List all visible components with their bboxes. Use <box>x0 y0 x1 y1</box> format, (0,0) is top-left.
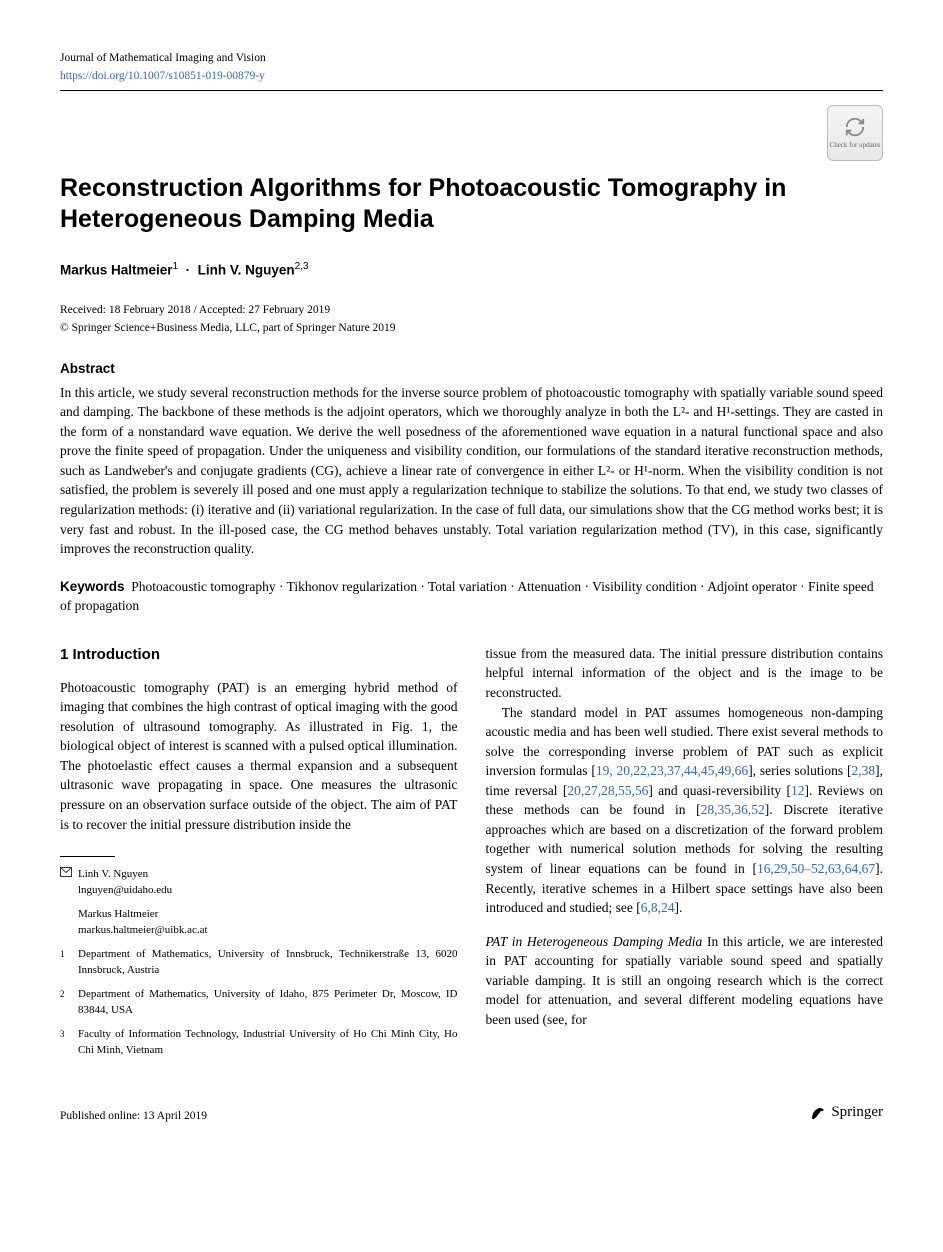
check-updates-badge[interactable]: Check for updates <box>827 105 883 161</box>
p3-inline-heading: PAT in Heterogeneous Damping Media <box>486 934 703 949</box>
author-1: Markus Haltmeier <box>60 262 173 277</box>
corresponding-author-2: Markus Haltmeier markus.haltmeier@uibk.a… <box>60 907 458 939</box>
ref-group-1[interactable]: 19, 20,22,23,37,44,45,49,66 <box>596 763 748 778</box>
author-2: Linh V. Nguyen <box>198 262 295 277</box>
body-columns: 1 Introduction Photoacoustic tomography … <box>60 644 883 1067</box>
page-footer: Published online: 13 April 2019 Springer <box>60 1102 883 1124</box>
publisher-name: Springer <box>831 1102 883 1124</box>
corr-email-2: markus.haltmeier@uibk.ac.at <box>78 923 208 939</box>
aff-num-2: 2 <box>60 987 78 1001</box>
intro-p2a: tissue from the measured data. The initi… <box>486 644 884 703</box>
aff-num-3: 3 <box>60 1027 78 1041</box>
badge-label: Check for updates <box>830 140 881 150</box>
springer-horse-icon <box>809 1104 827 1122</box>
header-divider <box>60 90 883 91</box>
corr-name-1: Linh V. Nguyen <box>78 867 172 883</box>
affiliation-3: 3 Faculty of Information Technology, Ind… <box>60 1027 458 1059</box>
p2b-m3: ] and quasi-reversibility [ <box>648 783 791 798</box>
intro-p1: Photoacoustic tomography (PAT) is an eme… <box>60 678 458 835</box>
keywords-text: Photoacoustic tomography · Tikhonov regu… <box>60 579 874 614</box>
correspondence-block: Linh V. Nguyen lnguyen@uidaho.edu Markus… <box>60 867 458 1058</box>
badge-row: Check for updates <box>60 105 883 161</box>
article-dates: Received: 18 February 2018 / Accepted: 2… <box>60 302 883 319</box>
left-column: 1 Introduction Photoacoustic tomography … <box>60 644 458 1067</box>
abstract-text: In this article, we study several recons… <box>60 383 883 559</box>
ref-group-5[interactable]: 28,35,36,52 <box>701 802 765 817</box>
aff-text-3: Faculty of Information Technology, Indus… <box>78 1027 458 1059</box>
envelope-icon <box>60 867 78 883</box>
author-1-aff: 1 <box>173 261 179 272</box>
author-2-aff: 2,3 <box>295 261 309 272</box>
author-list: Markus Haltmeier1 · Linh V. Nguyen2,3 <box>60 260 883 280</box>
correspondence-divider <box>60 856 115 857</box>
ref-group-2[interactable]: 2,38 <box>852 763 876 778</box>
aff-text-1: Department of Mathematics, University of… <box>78 947 458 979</box>
right-column: tissue from the measured data. The initi… <box>486 644 884 1067</box>
refresh-icon <box>844 116 866 138</box>
article-title: Reconstruction Algorithms for Photoacous… <box>60 173 883 236</box>
corresponding-author-1: Linh V. Nguyen lnguyen@uidaho.edu <box>60 867 458 899</box>
affiliation-2: 2 Department of Mathematics, University … <box>60 987 458 1019</box>
ref-group-6[interactable]: 16,29,50–52,63,64,67 <box>757 861 875 876</box>
corr-name-2: Markus Haltmeier <box>78 907 208 923</box>
journal-header: Journal of Mathematical Imaging and Visi… <box>60 50 883 84</box>
publisher-logo: Springer <box>809 1102 883 1124</box>
journal-name: Journal of Mathematical Imaging and Visi… <box>60 50 883 66</box>
p2b-end: ]. <box>674 900 682 915</box>
abstract-heading: Abstract <box>60 359 883 379</box>
p2b-m1: ], series solutions [ <box>748 763 851 778</box>
ref-group-4[interactable]: 12 <box>791 783 805 798</box>
keywords-label: Keywords <box>60 579 125 594</box>
aff-num-1: 1 <box>60 947 78 961</box>
published-online: Published online: 13 April 2019 <box>60 1108 207 1125</box>
keywords-block: Keywords Photoacoustic tomography · Tikh… <box>60 577 883 616</box>
ref-group-3[interactable]: 20,27,28,55,56 <box>567 783 648 798</box>
copyright: © Springer Science+Business Media, LLC, … <box>60 320 883 337</box>
corr-email-1: lnguyen@uidaho.edu <box>78 883 172 899</box>
intro-heading: 1 Introduction <box>60 644 458 666</box>
intro-p2b: The standard model in PAT assumes homoge… <box>486 703 884 918</box>
affiliation-1: 1 Department of Mathematics, University … <box>60 947 458 979</box>
intro-p3: PAT in Heterogeneous Damping Media In th… <box>486 932 884 1030</box>
ref-group-7[interactable]: 6,8,24 <box>641 900 675 915</box>
doi-link[interactable]: https://doi.org/10.1007/s10851-019-00879… <box>60 70 265 82</box>
aff-text-2: Department of Mathematics, University of… <box>78 987 458 1019</box>
